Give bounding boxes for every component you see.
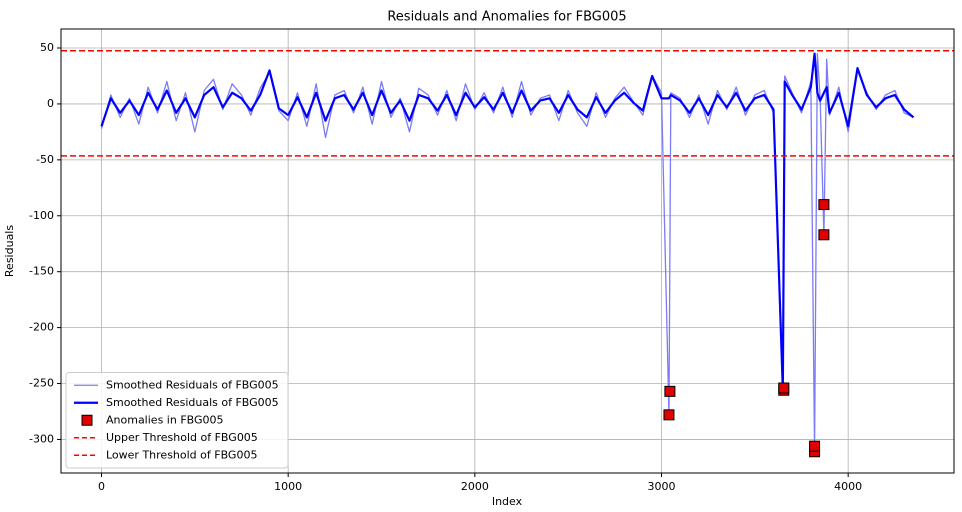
series-line (100, 52, 915, 392)
anomaly-marker (818, 199, 830, 211)
anomaly-marker (664, 385, 676, 397)
x-tick-label: 1000 (274, 480, 302, 493)
legend-box (65, 372, 289, 469)
x-tick-label: 2000 (461, 480, 489, 493)
y-tick-label: -50 (36, 153, 54, 166)
y-tick-label: -250 (29, 377, 54, 390)
legend-label: Smoothed Residuals of FBG005 (106, 396, 279, 409)
y-tick-label: -200 (29, 321, 54, 334)
anomaly-marker (818, 229, 830, 241)
chart-title: Residuals and Anomalies for FBG005 (387, 10, 626, 25)
y-axis-label: Residuals (3, 225, 16, 277)
legend-label: Upper Threshold of FBG005 (106, 431, 258, 444)
plot-frame (60, 28, 955, 474)
legend-label: Anomalies in FBG005 (106, 413, 224, 426)
anomaly-marker (663, 409, 675, 421)
y-tick-label: 50 (40, 41, 54, 54)
x-axis-label: Index (492, 495, 523, 508)
x-tick-label: 4000 (834, 480, 862, 493)
y-tick-label: 0 (47, 97, 54, 110)
anomaly-marker (809, 440, 821, 452)
anomaly-marker (778, 382, 790, 394)
y-tick-label: -100 (29, 209, 54, 222)
legend-label: Lower Threshold of FBG005 (106, 448, 257, 461)
legend-label: Smoothed Residuals of FBG005 (106, 378, 279, 391)
x-tick-label: 0 (98, 480, 105, 493)
y-tick-label: -300 (29, 432, 54, 445)
legend-swatch (81, 414, 93, 426)
y-tick-label: -150 (29, 265, 54, 278)
x-tick-label: 3000 (647, 480, 675, 493)
